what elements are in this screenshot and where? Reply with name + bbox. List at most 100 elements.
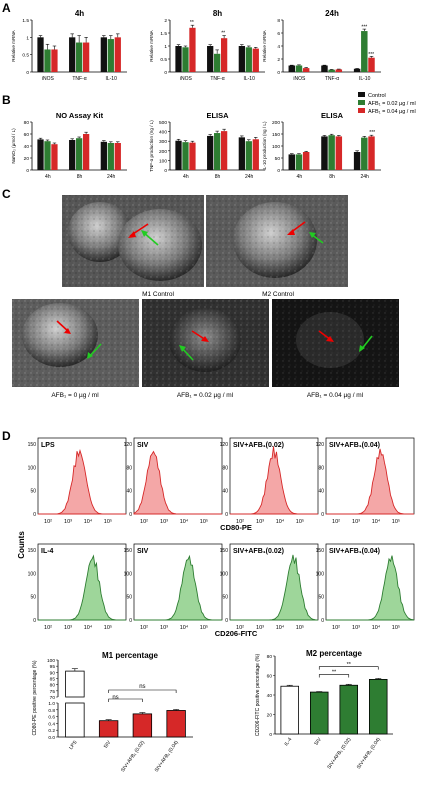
legend-label-afb004: AFB₁ = 0.04 µg / ml (368, 109, 416, 115)
hist-y-tick: 50 (30, 595, 36, 601)
bar (328, 135, 335, 170)
chart-4h: 4h 0 0.5 1 1.5 Relative mRNA iNOS TNF-α IL-10 (11, 9, 127, 82)
x-tick-label: 8h (329, 174, 335, 180)
histogram-curve (230, 554, 319, 621)
significance-mark: ** (190, 20, 194, 26)
y-tick-label: 0 (269, 732, 272, 738)
y-tick-label: 60 (267, 674, 273, 680)
hist-y-tick: 100 (220, 571, 229, 577)
hist-y-tick: 120 (220, 442, 229, 448)
panel-letter-a: A (2, 1, 11, 15)
hist-y-tick: 150 (316, 548, 325, 554)
bar (335, 69, 343, 72)
x-tick-label: TNF-α (72, 76, 86, 82)
y-tick-label: 0.2 (48, 728, 55, 734)
x-tick-label: 4h (297, 174, 303, 180)
hist-y-tick: 50 (126, 595, 132, 601)
chart-title: 4h (75, 9, 84, 18)
y-tick-label: 50 (275, 156, 281, 162)
y-tick-label: 0 (277, 70, 280, 76)
hist-x-tick: 10⁵ (392, 624, 400, 631)
histogram-curve (326, 555, 415, 621)
significance-label: ns (112, 695, 118, 701)
sem-afb-004 (272, 299, 399, 387)
bar (302, 152, 310, 170)
significance-mark: *** (368, 52, 374, 58)
significance-mark: ** (221, 30, 225, 36)
chart-title: ELISA (206, 111, 229, 120)
bar (44, 141, 51, 170)
histogram-curve (326, 448, 414, 515)
y-tick-label: 100 (47, 658, 55, 664)
bar (220, 131, 228, 170)
chart-24h: 24h 0 2 4 6 8 Relative mRNA iNOS TNF-α IL-10 *** **… (262, 9, 381, 82)
bar (368, 57, 375, 72)
hist-y-tick: 0 (33, 618, 36, 624)
bar (107, 143, 114, 170)
green-arrowhead (309, 232, 316, 238)
hist-y-tick: 80 (222, 465, 228, 471)
bar (166, 710, 186, 738)
bar (69, 37, 76, 72)
bar (175, 46, 182, 72)
y-axis-label: CD206-FITC positive percentage (%) (255, 654, 261, 737)
hist-y-tick: 50 (222, 595, 228, 601)
hist-y-tick: 150 (28, 442, 37, 448)
hist-x-tick: 10⁴ (372, 518, 381, 525)
chart-m2-percentage: M2 percentage 0 20 40 60 80 CD206-FITC positiv… (255, 649, 393, 770)
panel-letter-c: C (2, 187, 11, 201)
flow-histograms: LPS 0 50 100 150 10² 10³ 10⁴ 10⁵ SIV 0 40 80 120 10² 10… (28, 437, 415, 631)
bar (328, 69, 335, 72)
hist-x-tick: 10² (44, 625, 52, 631)
label-m1-control: M1 Control (142, 291, 174, 298)
y-tick-label: 0.8 (48, 708, 55, 714)
hist-x-tick: 10⁴ (84, 624, 93, 631)
chart-no-assay: NO Assay Kit 0 20 40 60 80 NaNO₂ (µmol / L) 4h 8… (11, 111, 127, 180)
bar (245, 47, 252, 72)
bar (100, 141, 107, 170)
bar (37, 37, 44, 72)
chart-title: M2 percentage (306, 649, 363, 658)
hist-x-tick: 10⁵ (200, 518, 208, 525)
hist-y-tick: 0 (129, 618, 132, 624)
label-afb-004: AFB₁ = 0.04 µg / ml (307, 392, 364, 399)
panel-letter-b: B (2, 93, 11, 107)
y-tick-label: 0.4 (48, 721, 55, 727)
y-tick-label: 0.6 (48, 715, 55, 721)
histogram-title: SIV (137, 548, 149, 555)
bar (361, 31, 368, 72)
x-tick-label: 24h (360, 174, 369, 180)
hist-x-tick: 10⁴ (276, 624, 285, 631)
y-tick-label: 75 (50, 689, 56, 695)
sem-afb-0 (12, 299, 139, 387)
hist-x-tick: 10² (236, 625, 244, 631)
bar (114, 37, 121, 72)
x-tick-label: SIV+AFB₁ (0.02) (326, 736, 352, 770)
chart-title: 24h (325, 9, 339, 18)
hist-y-tick: 0 (33, 512, 36, 518)
hist-x-tick: 10⁴ (84, 518, 93, 525)
y-tick-label: 80 (50, 683, 56, 689)
bar (368, 679, 388, 735)
y-tick-label: 80 (267, 654, 273, 660)
bar (37, 139, 44, 170)
significance-label: ** (347, 662, 352, 668)
y-tick-label: 40 (24, 144, 30, 150)
x-tick-label: 8h (215, 174, 221, 180)
bar (368, 136, 375, 170)
y-tick-label: 200 (272, 120, 280, 126)
y-axis-label: NaNO₂ (µmol / L) (11, 128, 16, 164)
bar (309, 691, 329, 735)
y-tick-label: 90 (50, 670, 56, 676)
hist-y-tick: 100 (28, 465, 37, 471)
significance-mark: *** (369, 130, 375, 136)
x-tick-label: IL-4 (284, 737, 294, 748)
y-tick-label: 20 (24, 156, 30, 162)
legend: Control AFB₁ = 0.02 µg / ml AFB₁ = 0.04 … (358, 92, 416, 115)
x-tick-label: SIV+AFB₁ (0.04) (356, 736, 382, 770)
bar (220, 38, 228, 72)
hist-x-tick: 10² (44, 519, 52, 525)
y-tick-label: 8 (277, 18, 280, 24)
hist-x-tick: 10³ (64, 625, 72, 631)
y-tick-label: 400 (159, 130, 167, 136)
